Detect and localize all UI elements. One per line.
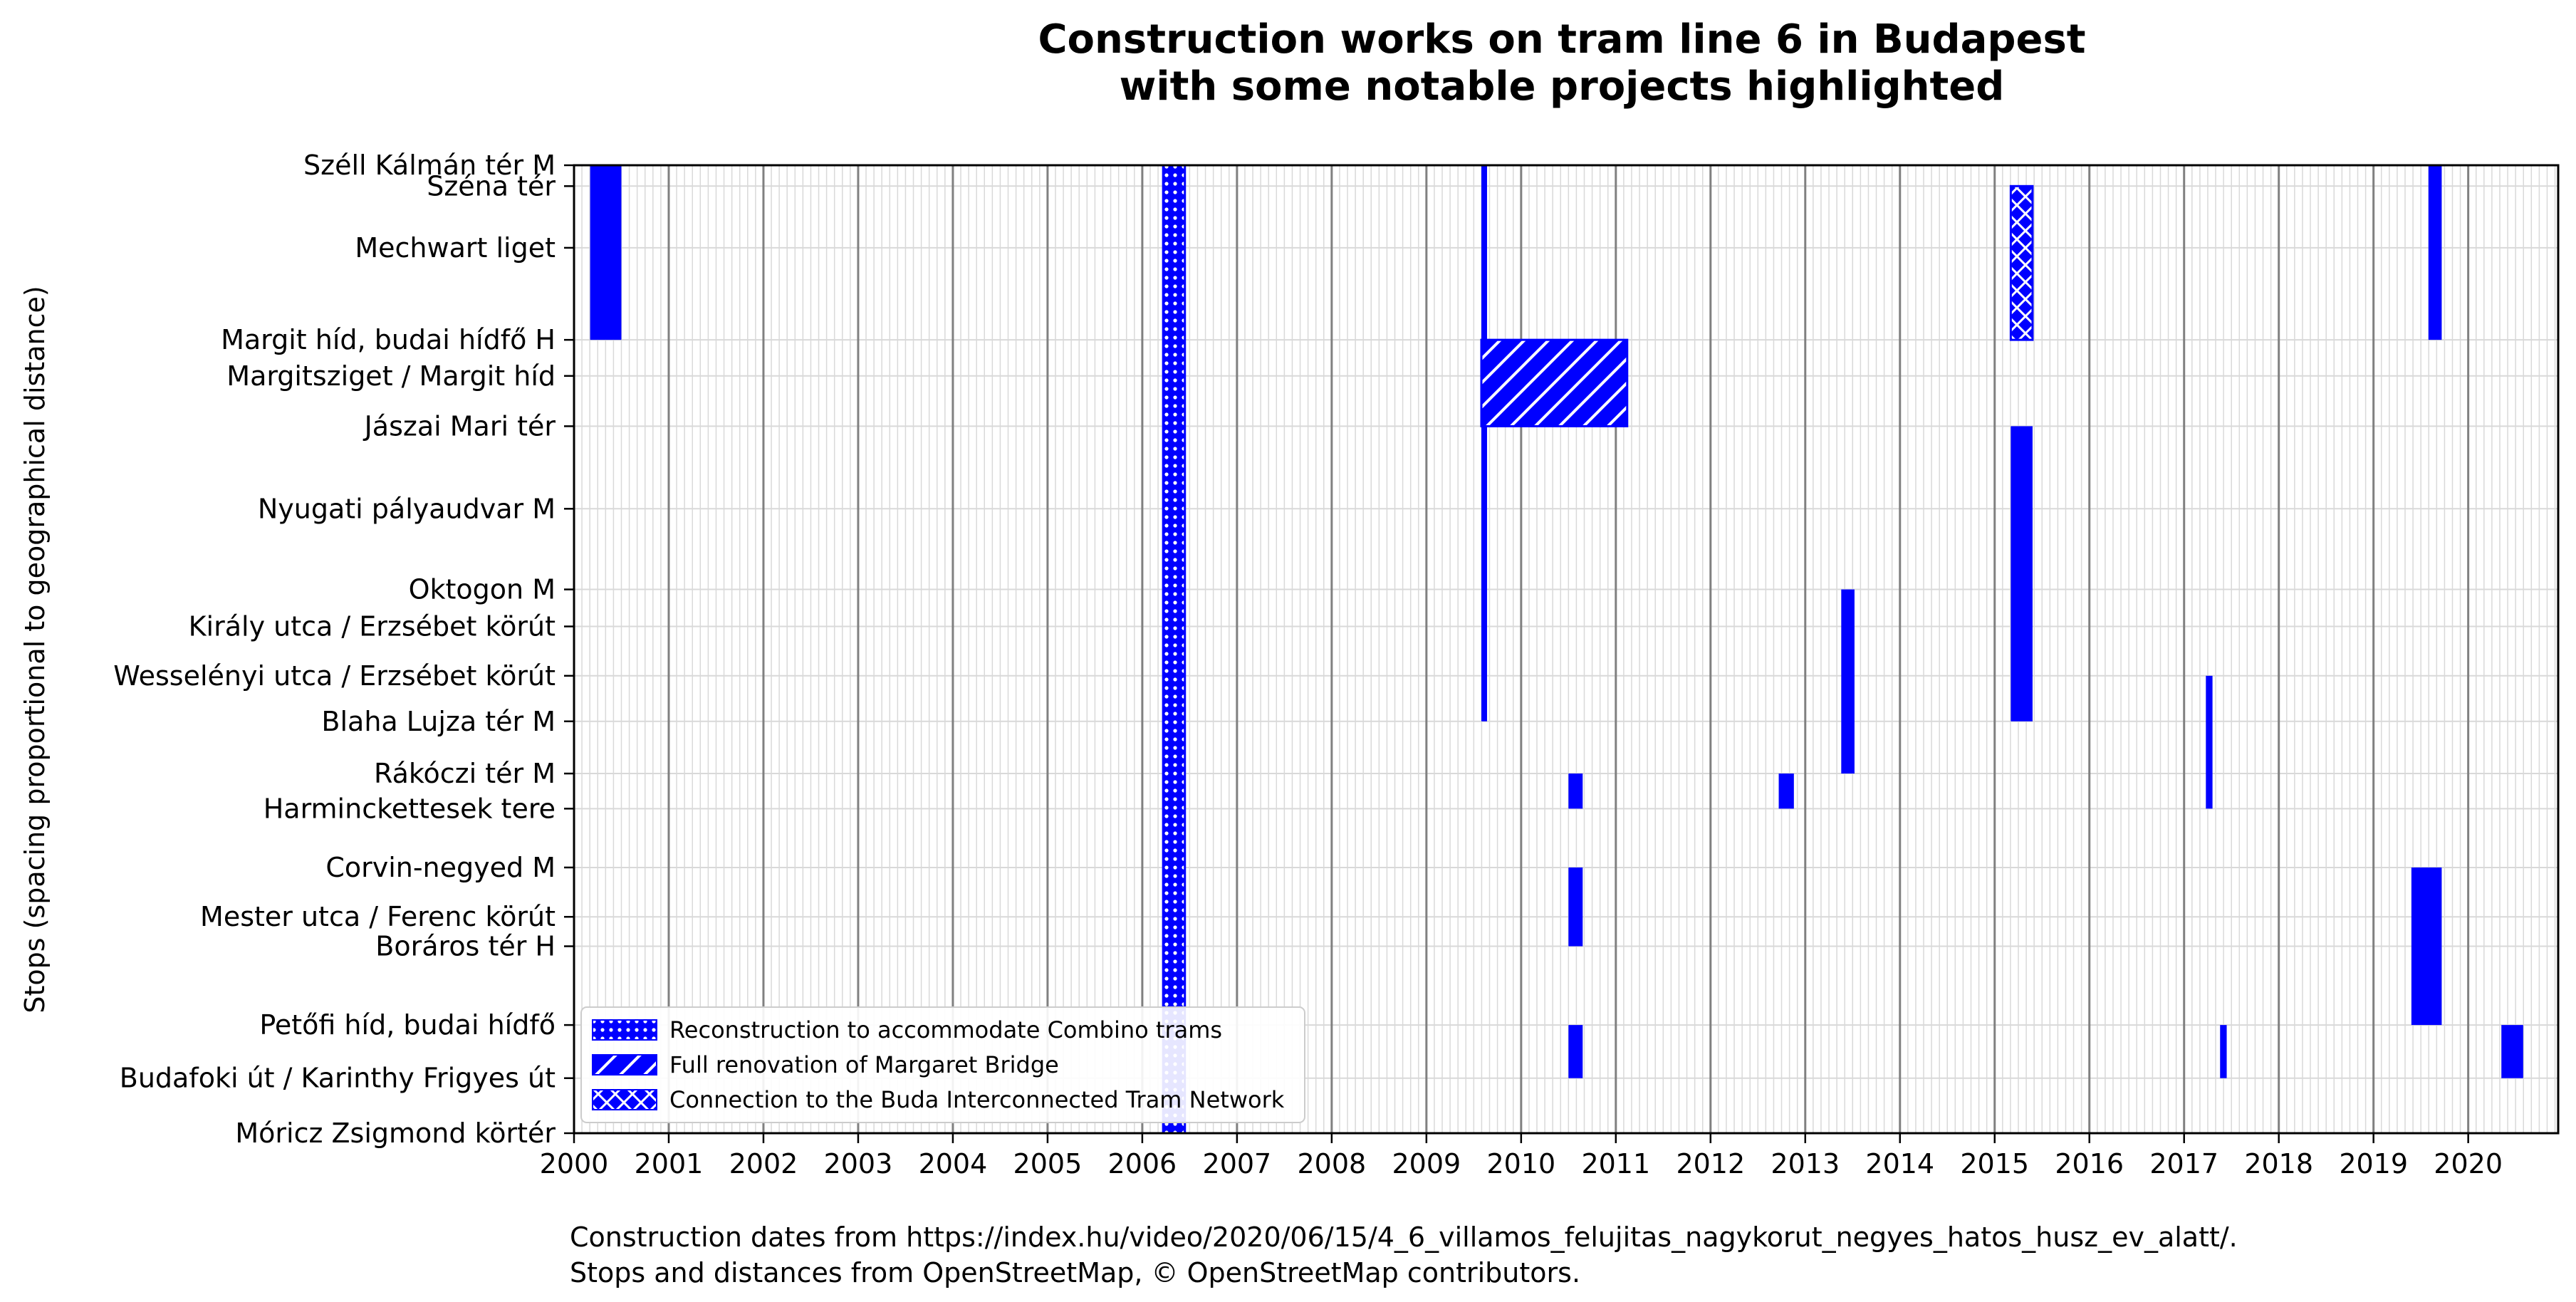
year-tick-label: 2008 [1298,1148,1367,1179]
construction-bar [2011,426,2033,722]
construction-bar [1778,774,1794,809]
construction-bar [1568,1025,1583,1078]
year-tick-label: 2000 [540,1148,609,1179]
construction-bar [1568,867,1583,947]
construction-bar [2428,165,2442,340]
year-tick-label: 2019 [2339,1148,2408,1179]
year-tick-label: 2004 [919,1148,988,1179]
year-tick-label: 2010 [1486,1148,1555,1179]
y-axis-label: Stops (spacing proportional to geographi… [19,286,51,1013]
x-axis-year-labels: 2000 2001 2002 2003 2004 2005 2006 2007 2008 2009… [540,1133,2503,1179]
construction-bar [2206,675,2213,809]
minor-grid [574,165,2558,1134]
construction-bar [1841,589,1855,774]
year-tick-label: 2014 [1865,1148,1934,1179]
stop-label: Széna tér [427,170,556,202]
major-grid [667,165,2470,1133]
plot-frame [573,164,2560,1135]
stop-label: Corvin-negyed M [325,852,556,883]
stop-label: Mester utca / Ferenc körút [200,901,556,932]
legend-label-buda: Connection to the Buda Interconnected Tr… [669,1086,1285,1113]
stop-label: Petőfi híd, budai hídfő [259,1009,556,1041]
year-tick-label: 2012 [1676,1148,1745,1179]
legend-swatch-margaret [592,1054,657,1076]
year-tick-label: 2020 [2434,1148,2503,1179]
year-tick-label: 2009 [1392,1148,1461,1179]
year-tick-label: 2016 [2055,1148,2124,1179]
legend-label-combino: Reconstruction to accommodate Combino tr… [669,1016,1222,1043]
footnote-sources: Construction dates from https://index.hu… [570,1222,2238,1253]
construction-bar [2220,1025,2227,1078]
stop-label: Boráros tér H [375,931,556,962]
chart-title: Construction works on tram line 6 in Bud… [1038,16,2085,63]
stop-label: Wesselényi utca / Erzsébet körút [113,660,556,692]
construction-bar [590,165,622,340]
year-tick-label: 2013 [1771,1148,1840,1179]
chart-subtitle: with some notable projects highlighted [1120,63,2005,110]
legend-swatch-combino [592,1019,657,1041]
project-bar-combino [1162,164,1187,1135]
construction-bar [1481,165,1487,722]
stop-label: Margitsziget / Margit híd [226,360,556,392]
year-tick-label: 2002 [729,1148,798,1179]
year-tick-label: 2005 [1013,1148,1083,1179]
construction-bars [590,164,2523,1135]
stop-label: Budafoki út / Karinthy Frigyes út [120,1063,556,1094]
stop-label: Margit híd, budai hídfő H [221,324,556,355]
stop-label: Széll Kálmán tér M [303,150,556,181]
legend-box [580,1006,1305,1123]
legend: Reconstruction to accommodate Combino tr… [580,1006,1305,1123]
year-tick-label: 2015 [1960,1148,2029,1179]
stop-label: Jászai Mari tér [363,410,556,442]
year-tick-label: 2003 [824,1148,893,1179]
footnote-openstreetmap: Stops and distances from OpenStreetMap, … [570,1257,1580,1288]
year-tick-label: 2006 [1108,1148,1177,1179]
legend-swatch-buda [592,1089,657,1110]
stop-label: Nyugati pályaudvar M [258,493,556,524]
project-bar-buda [2009,184,2034,341]
stop-label: Király utca / Erzsébet körút [189,611,556,642]
year-tick-label: 2001 [635,1148,704,1179]
year-tick-label: 2007 [1203,1148,1272,1179]
project-bar-margaret [1480,338,1629,427]
stop-label: Móricz Zsigmond körtér [235,1118,556,1149]
construction-bar [2411,867,2442,1026]
year-tick-label: 2011 [1581,1148,1650,1179]
stop-label: Rákóczi tér M [374,758,556,789]
year-tick-label: 2018 [2244,1148,2313,1179]
construction-bar [2501,1025,2523,1078]
stop-label: Blaha Lujza tér M [321,706,556,737]
legend-label-margaret: Full renovation of Margaret Bridge [669,1051,1059,1078]
stop-label: Harminckettesek tere [264,793,556,824]
stop-label: Oktogon M [409,574,556,605]
year-tick-label: 2017 [2149,1148,2218,1179]
construction-bar [1568,774,1583,809]
stop-label: Mechwart liget [355,232,556,264]
